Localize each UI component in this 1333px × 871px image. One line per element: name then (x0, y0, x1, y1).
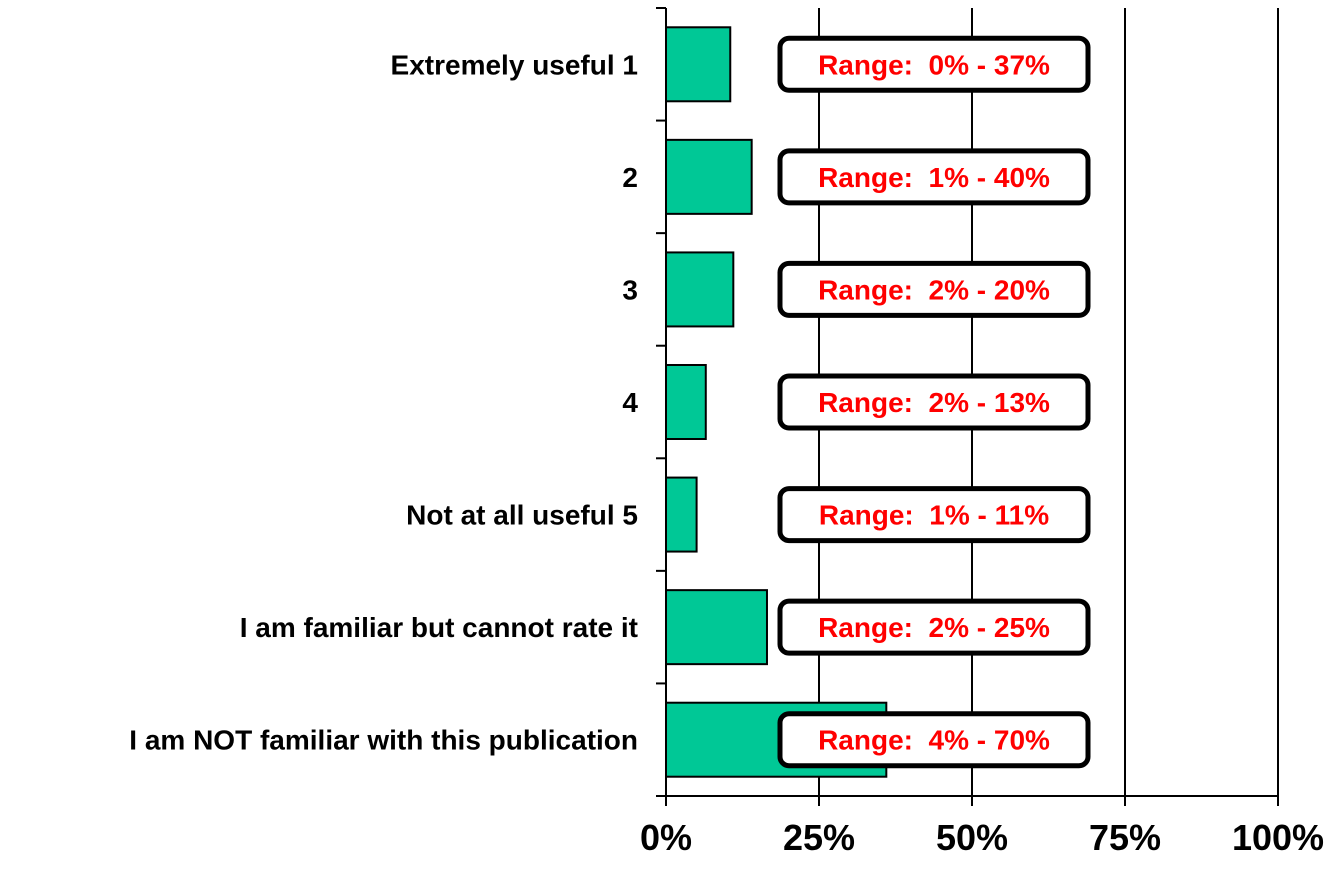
bar-4 (665, 476, 698, 553)
bar-3 (665, 364, 707, 440)
range-annotations: Range: 0% - 37% Range: 1% - 40% Range: 2% … (777, 35, 1091, 769)
category-labels: Extremely useful 1 2 3 4 Not at all useful 5… (129, 49, 638, 755)
category-label: 2 (622, 162, 638, 193)
axes (656, 7, 1279, 806)
range-label: Range: 0% - 37% (818, 49, 1050, 80)
bar-5 (665, 589, 768, 666)
category-label: 4 (622, 387, 638, 418)
range-box (777, 598, 1091, 656)
range-box (777, 35, 1091, 93)
range-label: Range: 2% - 25% (818, 612, 1050, 643)
bar-0 (665, 26, 732, 103)
range-box (777, 148, 1091, 206)
x-tick-label: 100% (1232, 817, 1324, 858)
category-label: Extremely useful 1 (391, 49, 638, 80)
category-label: 3 (622, 274, 638, 305)
range-label: Range: 2% - 13% (818, 387, 1050, 418)
range-label: Range: 1% - 40% (818, 162, 1050, 193)
bar-2 (665, 251, 735, 328)
range-box (777, 486, 1091, 544)
range-label: Range: 2% - 20% (818, 274, 1050, 305)
x-tick-labels: 0% 25% 50% 75% 100% (640, 817, 1324, 858)
range-label: Range: 4% - 70% (818, 725, 1050, 756)
x-tick-label: 25% (783, 817, 855, 858)
range-box (777, 260, 1091, 318)
range-label: Range: 1% - 11% (819, 500, 1049, 531)
category-label: I am familiar but cannot rate it (240, 612, 638, 643)
x-tick-label: 0% (640, 817, 692, 858)
x-tick-label: 75% (1089, 817, 1161, 858)
x-tick-label: 50% (936, 817, 1008, 858)
bar-1 (665, 138, 753, 215)
range-box (777, 711, 1091, 769)
category-label: Not at all useful 5 (406, 500, 638, 531)
category-label: I am NOT familiar with this publication (129, 725, 638, 756)
range-box (777, 373, 1091, 431)
bars (665, 26, 888, 778)
